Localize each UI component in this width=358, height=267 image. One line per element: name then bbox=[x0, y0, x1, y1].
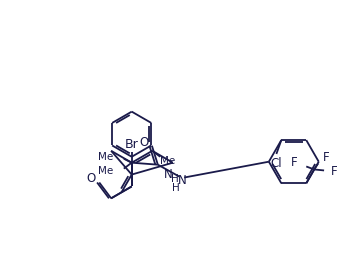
Text: Cl: Cl bbox=[271, 157, 282, 170]
Text: Me: Me bbox=[160, 156, 176, 166]
Text: H: H bbox=[172, 183, 180, 193]
Text: N: N bbox=[164, 168, 172, 181]
Text: N: N bbox=[178, 174, 187, 187]
Text: F: F bbox=[331, 165, 337, 178]
Text: O: O bbox=[139, 136, 149, 149]
Text: Br: Br bbox=[125, 138, 139, 151]
Text: Me: Me bbox=[98, 152, 113, 162]
Text: F: F bbox=[323, 151, 329, 164]
Text: Me: Me bbox=[98, 166, 113, 176]
Text: F: F bbox=[291, 156, 298, 169]
Text: H: H bbox=[171, 174, 179, 183]
Text: O: O bbox=[87, 172, 96, 185]
